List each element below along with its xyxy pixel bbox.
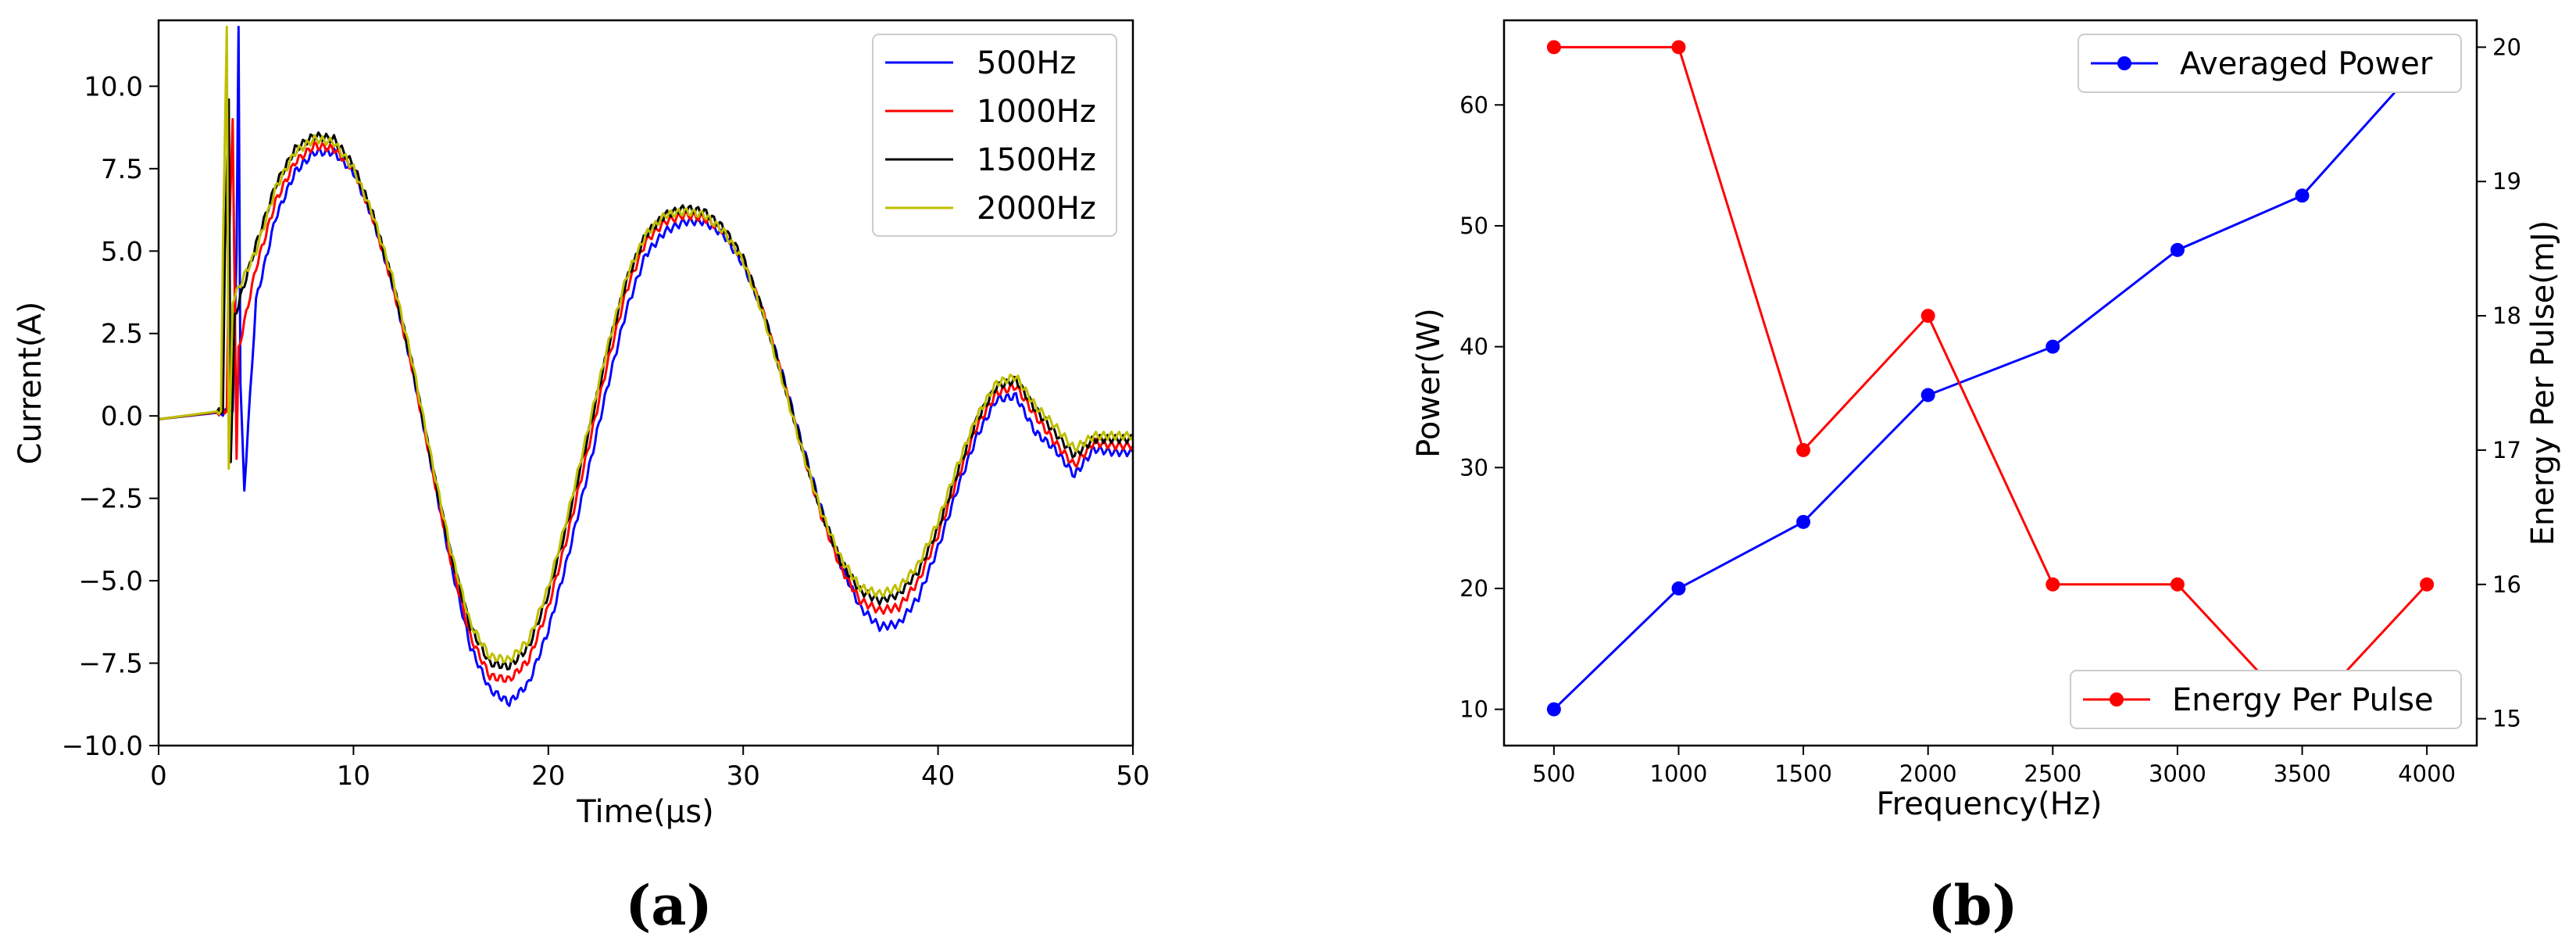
x-tick-label: 4000 bbox=[2398, 760, 2456, 787]
x-tick-label: 2500 bbox=[2024, 760, 2081, 787]
y-right-tick-label: 18 bbox=[2492, 302, 2521, 329]
x-tick-label: 0 bbox=[150, 760, 167, 792]
data-point bbox=[1546, 40, 1561, 55]
data-point bbox=[2045, 577, 2060, 592]
legend-label: 500Hz bbox=[977, 45, 1076, 81]
y-right-tick-label: 15 bbox=[2492, 706, 2521, 732]
legend-averaged-power: Averaged Power bbox=[2078, 34, 2462, 93]
data-point bbox=[1920, 309, 1935, 324]
panel-b: 500 1000 1500 2000 2500 3000 3500 4000 10 20 30 40 5… bbox=[1411, 19, 2561, 938]
panel-a-legend: 500Hz 1000Hz 1500Hz 2000Hz bbox=[872, 34, 1117, 237]
panel-b-ylabel-left: Power(W) bbox=[1411, 308, 1447, 458]
data-point bbox=[1920, 388, 1935, 402]
legend-label: Averaged Power bbox=[2180, 46, 2433, 82]
series-line-energy-per-pulse bbox=[1553, 45, 2428, 721]
y-tick-label: 5.0 bbox=[101, 236, 143, 267]
data-point bbox=[2420, 577, 2435, 592]
data-point bbox=[2045, 339, 2060, 354]
y-tick-label: −10.0 bbox=[62, 731, 143, 762]
y-left-tick-label: 60 bbox=[1459, 91, 1488, 118]
legend-energy-per-pulse: Energy Per Pulse bbox=[2070, 670, 2462, 729]
y-left-tick-label: 20 bbox=[1459, 575, 1488, 602]
panel-a: 0 10 20 30 40 50 −10.0 −7.5 −5.0 −2.5 0.0 2.5 5.0 7.5… bbox=[13, 19, 1150, 938]
panel-b-frame bbox=[1502, 19, 2478, 747]
legend-label: 1500Hz bbox=[977, 142, 1096, 178]
data-point bbox=[1796, 442, 1811, 457]
x-tick-label: 1500 bbox=[1774, 760, 1832, 787]
legend-label: 1000Hz bbox=[977, 94, 1096, 130]
x-tick-label: 3000 bbox=[2149, 760, 2206, 787]
legend-marker bbox=[2117, 56, 2131, 70]
y-tick-label: −7.5 bbox=[78, 649, 143, 680]
y-left-tick-label: 30 bbox=[1459, 454, 1488, 481]
x-tick-label: 40 bbox=[921, 760, 955, 792]
data-point bbox=[1671, 581, 1686, 596]
data-point bbox=[1546, 702, 1561, 717]
y-tick-label: 2.5 bbox=[101, 319, 143, 350]
panel-b-xlabel: Frequency(Hz) bbox=[1877, 786, 2103, 822]
y-tick-label: 7.5 bbox=[101, 154, 143, 185]
panel-b-caption: (b) bbox=[1928, 873, 2017, 938]
y-right-tick-label: 17 bbox=[2492, 437, 2521, 463]
series-line-2000Hz bbox=[159, 25, 1133, 664]
x-tick-label: 10 bbox=[337, 760, 370, 792]
y-right-tick-label: 16 bbox=[2492, 571, 2521, 598]
y-tick-label: −2.5 bbox=[78, 484, 143, 515]
series-line-500Hz bbox=[159, 25, 1133, 707]
y-tick-label: −5.0 bbox=[78, 566, 143, 597]
y-left-tick-label: 40 bbox=[1459, 334, 1488, 360]
y-left-tick-label: 50 bbox=[1459, 213, 1488, 239]
panel-a-ylabel: Current(A) bbox=[13, 302, 48, 465]
x-tick-label: 500 bbox=[1532, 760, 1575, 787]
data-point bbox=[2170, 577, 2185, 592]
panel-b-ylabel-right: Energy Per Pulse(mJ) bbox=[2525, 220, 2561, 546]
y-tick-label: 10.0 bbox=[84, 71, 143, 102]
legend-label: Energy Per Pulse bbox=[2172, 682, 2434, 718]
y-left-tick-label: 10 bbox=[1459, 696, 1488, 723]
series-line-1000Hz bbox=[159, 118, 1133, 683]
legend-box bbox=[2070, 670, 2462, 729]
x-tick-label: 30 bbox=[727, 760, 760, 792]
y-tick-label: 0.0 bbox=[101, 401, 143, 432]
legend-label: 2000Hz bbox=[977, 191, 1096, 227]
panel-a-caption: (a) bbox=[625, 873, 713, 938]
data-point bbox=[2170, 242, 2185, 257]
y-right-tick-label: 19 bbox=[2492, 168, 2521, 195]
panel-a-frame bbox=[157, 19, 1134, 747]
legend-box bbox=[2078, 34, 2462, 93]
x-tick-label: 2000 bbox=[1899, 760, 1957, 787]
x-tick-label: 20 bbox=[531, 760, 565, 792]
legend-box bbox=[872, 34, 1117, 237]
data-point bbox=[2295, 188, 2310, 203]
panel-a-xlabel: Time(μs) bbox=[576, 794, 713, 830]
x-tick-label: 50 bbox=[1116, 760, 1149, 792]
y-right-tick-label: 20 bbox=[2492, 34, 2521, 60]
data-point bbox=[1796, 514, 1811, 529]
data-point bbox=[1671, 40, 1686, 55]
x-tick-label: 3500 bbox=[2274, 760, 2331, 787]
series-line-averaged-power bbox=[1552, 55, 2428, 710]
legend-marker bbox=[2110, 692, 2124, 707]
x-tick-label: 1000 bbox=[1650, 760, 1708, 787]
